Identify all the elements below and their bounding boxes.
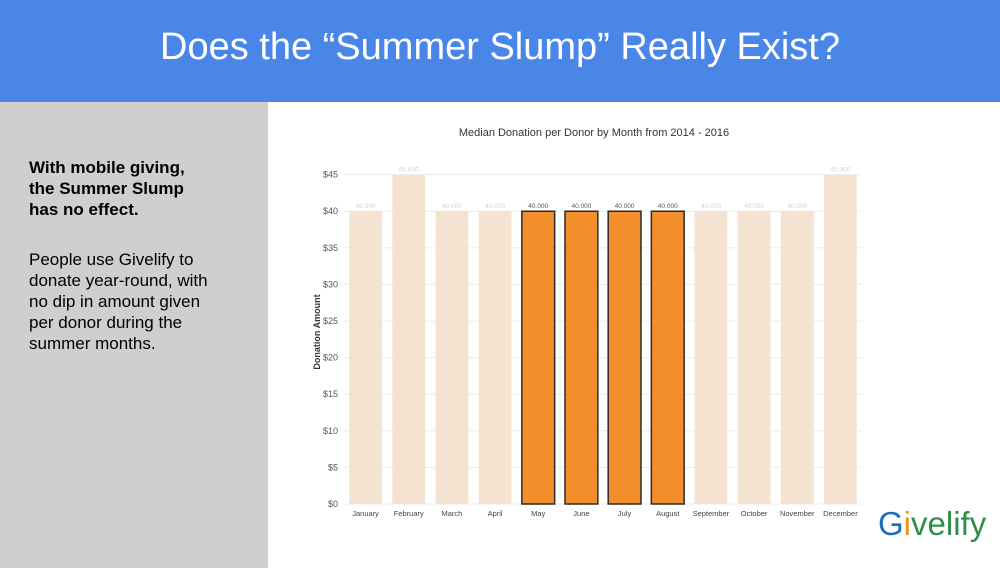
sidebar-body-text: People use Givelify to donate year-round…	[29, 249, 259, 354]
y-tick-label: $25	[323, 316, 338, 326]
data-label: 45.000	[830, 167, 850, 174]
x-tick-label: November	[780, 509, 815, 518]
data-label: 40.000	[787, 203, 807, 210]
y-tick-label: $5	[328, 462, 338, 472]
data-label: 40.000	[442, 203, 462, 210]
logo-letter-g: G	[878, 505, 904, 542]
y-tick-label: $10	[323, 426, 338, 436]
bar-june	[565, 211, 598, 504]
bar-december	[824, 175, 857, 504]
bar-october	[738, 211, 771, 504]
sidebar-headline: With mobile giving, the Summer Slump has…	[29, 157, 259, 220]
y-tick-label: $40	[323, 206, 338, 216]
x-tick-label: January	[352, 509, 379, 518]
data-label: 45.000	[399, 167, 419, 174]
bar-april	[479, 211, 512, 504]
data-label: 40.000	[485, 203, 505, 210]
x-tick-label: February	[394, 509, 424, 518]
data-label: 40.000	[701, 203, 721, 210]
givelify-logo: Givelify	[878, 505, 986, 543]
bar-chart: Median Donation per Donor by Month from …	[268, 102, 1000, 568]
y-tick-label: $30	[323, 279, 338, 289]
y-tick-label: $35	[323, 243, 338, 253]
bar-january	[349, 211, 382, 504]
bar-november	[781, 211, 814, 504]
y-tick-label: $15	[323, 389, 338, 399]
x-tick-label: July	[618, 509, 632, 518]
y-tick-label: $45	[323, 170, 338, 180]
data-label: 40.000	[744, 203, 764, 210]
bar-may	[522, 211, 555, 504]
x-tick-label: June	[573, 509, 589, 518]
bar-august	[651, 211, 684, 504]
logo-letter-i: i	[904, 505, 911, 542]
x-tick-label: May	[531, 509, 545, 518]
title-bar: Does the “Summer Slump” Really Exist?	[0, 0, 1000, 102]
data-label: 40.000	[571, 203, 591, 210]
slide-title: Does the “Summer Slump” Really Exist?	[0, 26, 1000, 69]
chart-title: Median Donation per Donor by Month from …	[459, 127, 729, 139]
sidebar-panel: With mobile giving, the Summer Slump has…	[0, 102, 268, 568]
bar-july	[608, 211, 641, 504]
logo-letter-rest: velify	[911, 505, 986, 542]
y-tick-label: $20	[323, 353, 338, 363]
x-tick-label: September	[693, 509, 730, 518]
x-tick-label: March	[441, 509, 462, 518]
x-tick-label: August	[656, 509, 680, 518]
x-tick-label: October	[741, 509, 768, 518]
y-tick-label: $0	[328, 499, 338, 509]
x-tick-label: December	[823, 509, 858, 518]
bar-september	[695, 211, 728, 504]
bar-february	[392, 175, 425, 504]
x-tick-label: April	[488, 509, 503, 518]
data-label: 40.000	[658, 203, 678, 210]
bar-march	[436, 211, 469, 504]
chart-area: Median Donation per Donor by Month from …	[268, 102, 1000, 568]
data-label: 40.000	[528, 203, 548, 210]
data-label: 40.000	[356, 203, 376, 210]
data-label: 40.000	[615, 203, 635, 210]
y-axis-label: Donation Amount	[312, 294, 322, 369]
